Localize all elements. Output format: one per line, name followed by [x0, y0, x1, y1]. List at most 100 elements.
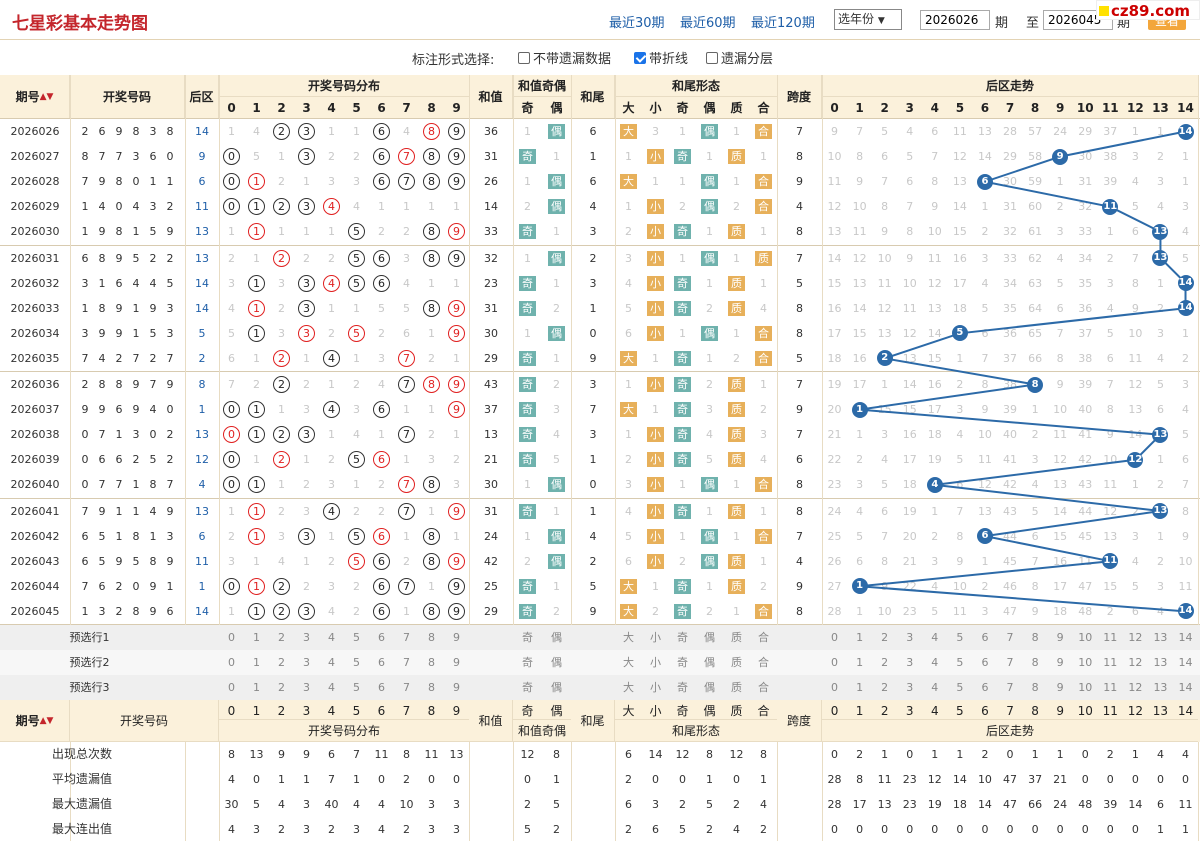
preselect-digit[interactable]: 5	[353, 656, 360, 669]
preselect-shape[interactable]: 质	[731, 631, 742, 644]
preselect-digit[interactable]: 9	[453, 681, 460, 694]
preselect-digit[interactable]: 4	[328, 656, 335, 669]
preselect-back-digit[interactable]: 1	[856, 631, 864, 644]
preselect-shape[interactable]: 质	[731, 656, 742, 669]
preselect-digit[interactable]: 6	[378, 656, 385, 669]
preselect-digit[interactable]: 8	[428, 681, 435, 694]
preselect-back-digit[interactable]: 1	[856, 681, 864, 694]
link-last-30[interactable]: 最近30期	[609, 16, 665, 31]
checkbox-icon[interactable]	[706, 52, 718, 64]
preselect-digit[interactable]: 7	[403, 656, 410, 669]
preselect-back-digit[interactable]: 11	[1103, 631, 1118, 644]
option-no-missing[interactable]: 不带遗漏数据	[518, 48, 611, 67]
preselect-shape[interactable]: 偶	[704, 656, 715, 669]
preselect-digit[interactable]: 4	[328, 681, 335, 694]
preselect-back-digit[interactable]: 11	[1103, 656, 1118, 669]
option-layer[interactable]: 遗漏分层	[706, 48, 773, 67]
preselect-shape[interactable]: 大	[623, 681, 634, 694]
preselect-back-digit[interactable]: 14	[1178, 681, 1193, 694]
preselect-back-digit[interactable]: 7	[1006, 631, 1014, 644]
preselect-shape[interactable]: 合	[758, 631, 769, 644]
preselect-shape[interactable]: 偶	[704, 631, 715, 644]
preselect-back-digit[interactable]: 5	[956, 681, 964, 694]
preselect-back-digit[interactable]: 2	[881, 656, 889, 669]
preselect-digit[interactable]: 7	[403, 681, 410, 694]
preselect-shape[interactable]: 大	[623, 631, 634, 644]
preselect-row[interactable]	[0, 625, 1200, 650]
preselect-digit[interactable]: 1	[253, 631, 260, 644]
preselect-back-digit[interactable]: 2	[881, 631, 889, 644]
preselect-back-digit[interactable]: 6	[981, 681, 989, 694]
preselect-back-digit[interactable]: 3	[906, 656, 914, 669]
preselect-digit[interactable]: 1	[253, 681, 260, 694]
preselect-back-digit[interactable]: 6	[981, 656, 989, 669]
preselect-back-digit[interactable]: 12	[1128, 656, 1143, 669]
preselect-parity[interactable]: 偶	[551, 656, 562, 669]
preselect-back-digit[interactable]: 13	[1153, 681, 1168, 694]
preselect-digit[interactable]: 2	[278, 631, 285, 644]
preselect-parity[interactable]: 奇	[522, 656, 533, 669]
preselect-digit[interactable]: 6	[378, 631, 385, 644]
preselect-parity[interactable]: 奇	[522, 631, 533, 644]
preselect-back-digit[interactable]: 12	[1128, 631, 1143, 644]
preselect-digit[interactable]: 4	[328, 631, 335, 644]
preselect-digit[interactable]: 2	[278, 656, 285, 669]
preselect-back-digit[interactable]: 0	[831, 656, 839, 669]
preselect-digit[interactable]: 1	[253, 656, 260, 669]
preselect-back-digit[interactable]: 14	[1178, 656, 1193, 669]
preselect-back-digit[interactable]: 14	[1178, 631, 1193, 644]
preselect-digit[interactable]: 9	[453, 631, 460, 644]
preselect-shape[interactable]: 奇	[677, 681, 688, 694]
sort-icon[interactable]: ▲▼	[39, 91, 54, 102]
link-last-60[interactable]: 最近60期	[680, 16, 736, 31]
preselect-back-digit[interactable]: 3	[906, 631, 914, 644]
preselect-back-digit[interactable]: 2	[881, 681, 889, 694]
preselect-back-digit[interactable]: 8	[1031, 631, 1039, 644]
preselect-digit[interactable]: 7	[403, 631, 410, 644]
preselect-back-digit[interactable]: 4	[931, 656, 939, 669]
preselect-shape[interactable]: 奇	[677, 656, 688, 669]
preselect-back-digit[interactable]: 7	[1006, 656, 1014, 669]
preselect-digit[interactable]: 0	[228, 656, 235, 669]
preselect-shape[interactable]: 奇	[677, 631, 688, 644]
preselect-row[interactable]	[0, 650, 1200, 675]
preselect-shape[interactable]: 质	[731, 681, 742, 694]
preselect-digit[interactable]: 0	[228, 681, 235, 694]
preselect-digit[interactable]: 5	[353, 681, 360, 694]
preselect-shape[interactable]: 小	[650, 681, 661, 694]
preselect-parity[interactable]: 奇	[522, 681, 533, 694]
preselect-back-digit[interactable]: 13	[1153, 631, 1168, 644]
year-select[interactable]: 选年份 ▼	[834, 9, 902, 30]
option-line[interactable]: 带折线	[634, 48, 688, 67]
preselect-back-digit[interactable]: 0	[831, 681, 839, 694]
preselect-back-digit[interactable]: 9	[1056, 656, 1064, 669]
preselect-back-digit[interactable]: 9	[1056, 681, 1064, 694]
preselect-back-digit[interactable]: 8	[1031, 681, 1039, 694]
preselect-back-digit[interactable]: 11	[1103, 681, 1118, 694]
preselect-digit[interactable]: 3	[303, 681, 310, 694]
preselect-row[interactable]	[0, 675, 1200, 700]
preselect-back-digit[interactable]: 4	[931, 631, 939, 644]
preselect-back-digit[interactable]: 3	[906, 681, 914, 694]
col-issue-header[interactable]: 期号 ▲▼	[0, 75, 70, 119]
preselect-shape[interactable]: 小	[650, 631, 661, 644]
preselect-back-digit[interactable]: 9	[1056, 631, 1064, 644]
preselect-back-digit[interactable]: 4	[931, 681, 939, 694]
preselect-back-digit[interactable]: 10	[1078, 656, 1093, 669]
from-issue-input[interactable]	[920, 10, 990, 30]
preselect-shape[interactable]: 合	[758, 656, 769, 669]
preselect-back-digit[interactable]: 12	[1128, 681, 1143, 694]
preselect-digit[interactable]: 0	[228, 631, 235, 644]
preselect-back-digit[interactable]: 6	[981, 631, 989, 644]
preselect-parity[interactable]: 偶	[551, 631, 562, 644]
preselect-back-digit[interactable]: 8	[1031, 656, 1039, 669]
preselect-digit[interactable]: 8	[428, 631, 435, 644]
preselect-digit[interactable]: 8	[428, 656, 435, 669]
preselect-digit[interactable]: 3	[303, 631, 310, 644]
to-issue-input[interactable]	[1043, 10, 1113, 30]
preselect-back-digit[interactable]: 5	[956, 631, 964, 644]
preselect-shape[interactable]: 小	[650, 656, 661, 669]
preselect-back-digit[interactable]: 10	[1078, 631, 1093, 644]
preselect-back-digit[interactable]: 5	[956, 656, 964, 669]
preselect-back-digit[interactable]: 1	[856, 656, 864, 669]
